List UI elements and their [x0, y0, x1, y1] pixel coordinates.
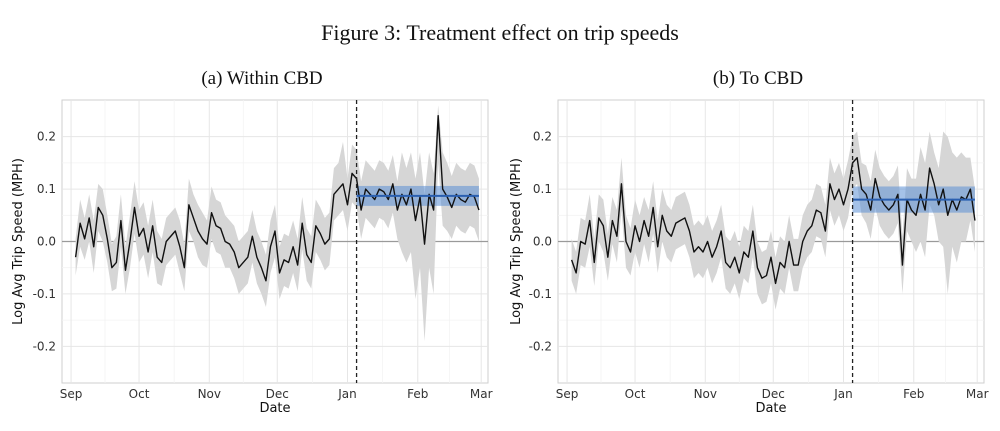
panel-b-y-tick-label: 0.2 — [533, 130, 552, 144]
panel-b-y-tick-label: 0.0 — [533, 235, 552, 249]
panel-b-y-tick-label: -0.2 — [529, 339, 552, 353]
panel-b-y-tick-label: -0.1 — [529, 287, 552, 301]
panel-b-x-tick-label: Oct — [625, 387, 646, 401]
panel-b-x-tick-label: Mar — [966, 387, 989, 401]
panel-a-series-line — [74, 115, 480, 282]
panel-a-title: (a) Within CBD — [201, 68, 323, 89]
panel-b-x-tick-label: Sep — [556, 387, 579, 401]
panel-a-y-axis-title: Log Avg Trip Speed (MPH) — [11, 158, 26, 325]
panel-a-y-tick-label: 0.2 — [37, 130, 56, 144]
panel-a-x-tick-label: Oct — [129, 387, 150, 401]
panel-a-confidence-band — [75, 105, 479, 342]
panel-b-series-line — [570, 156, 976, 285]
panel-a-x-tick-label: Feb — [407, 387, 428, 401]
panel-a-y-tick-label: 0.0 — [37, 235, 56, 249]
panel-a-x-axis-title: Date — [259, 401, 290, 416]
panel-b-title: (b) To CBD — [712, 68, 804, 89]
panel-a-x-tick-label: Mar — [470, 387, 493, 401]
figure-title: Figure 3: Treatment effect on trip speed… — [321, 20, 679, 45]
panel-a-x-tick-label: Dec — [266, 387, 289, 401]
panel-b-y-axis-title: Log Avg Trip Speed (MPH) — [509, 158, 524, 325]
panel-b-x-tick-label: Jan — [833, 387, 853, 401]
panel-b-chart: 0.2 0.1 0.0 -0.1 -0.2 Sep Oct Nov Dec Jan Feb Mar Da… — [509, 99, 989, 416]
panel-b-x-axis-title: Date — [755, 401, 786, 416]
panel-b-x-tick-label: Feb — [903, 387, 924, 401]
panel-b-y-tick-label: 0.1 — [533, 182, 552, 196]
panel-a-x-tick-label: Nov — [198, 387, 221, 401]
panel-a-y-tick-label: -0.1 — [33, 287, 56, 301]
panel-a-chart: 0.2 0.1 0.0 -0.1 -0.2 Sep Oct Nov Dec Jan Feb Mar Da… — [11, 99, 493, 416]
panel-a-x-tick-label: Sep — [60, 387, 83, 401]
panel-a-y-tick-label: 0.1 — [37, 182, 56, 196]
panel-b-x-tick-label: Nov — [694, 387, 717, 401]
panel-a-y-tick-label: -0.2 — [33, 339, 56, 353]
panel-b-confidence-band — [571, 131, 975, 310]
panel-b-x-tick-label: Dec — [762, 387, 785, 401]
panel-a-x-tick-label: Jan — [337, 387, 357, 401]
